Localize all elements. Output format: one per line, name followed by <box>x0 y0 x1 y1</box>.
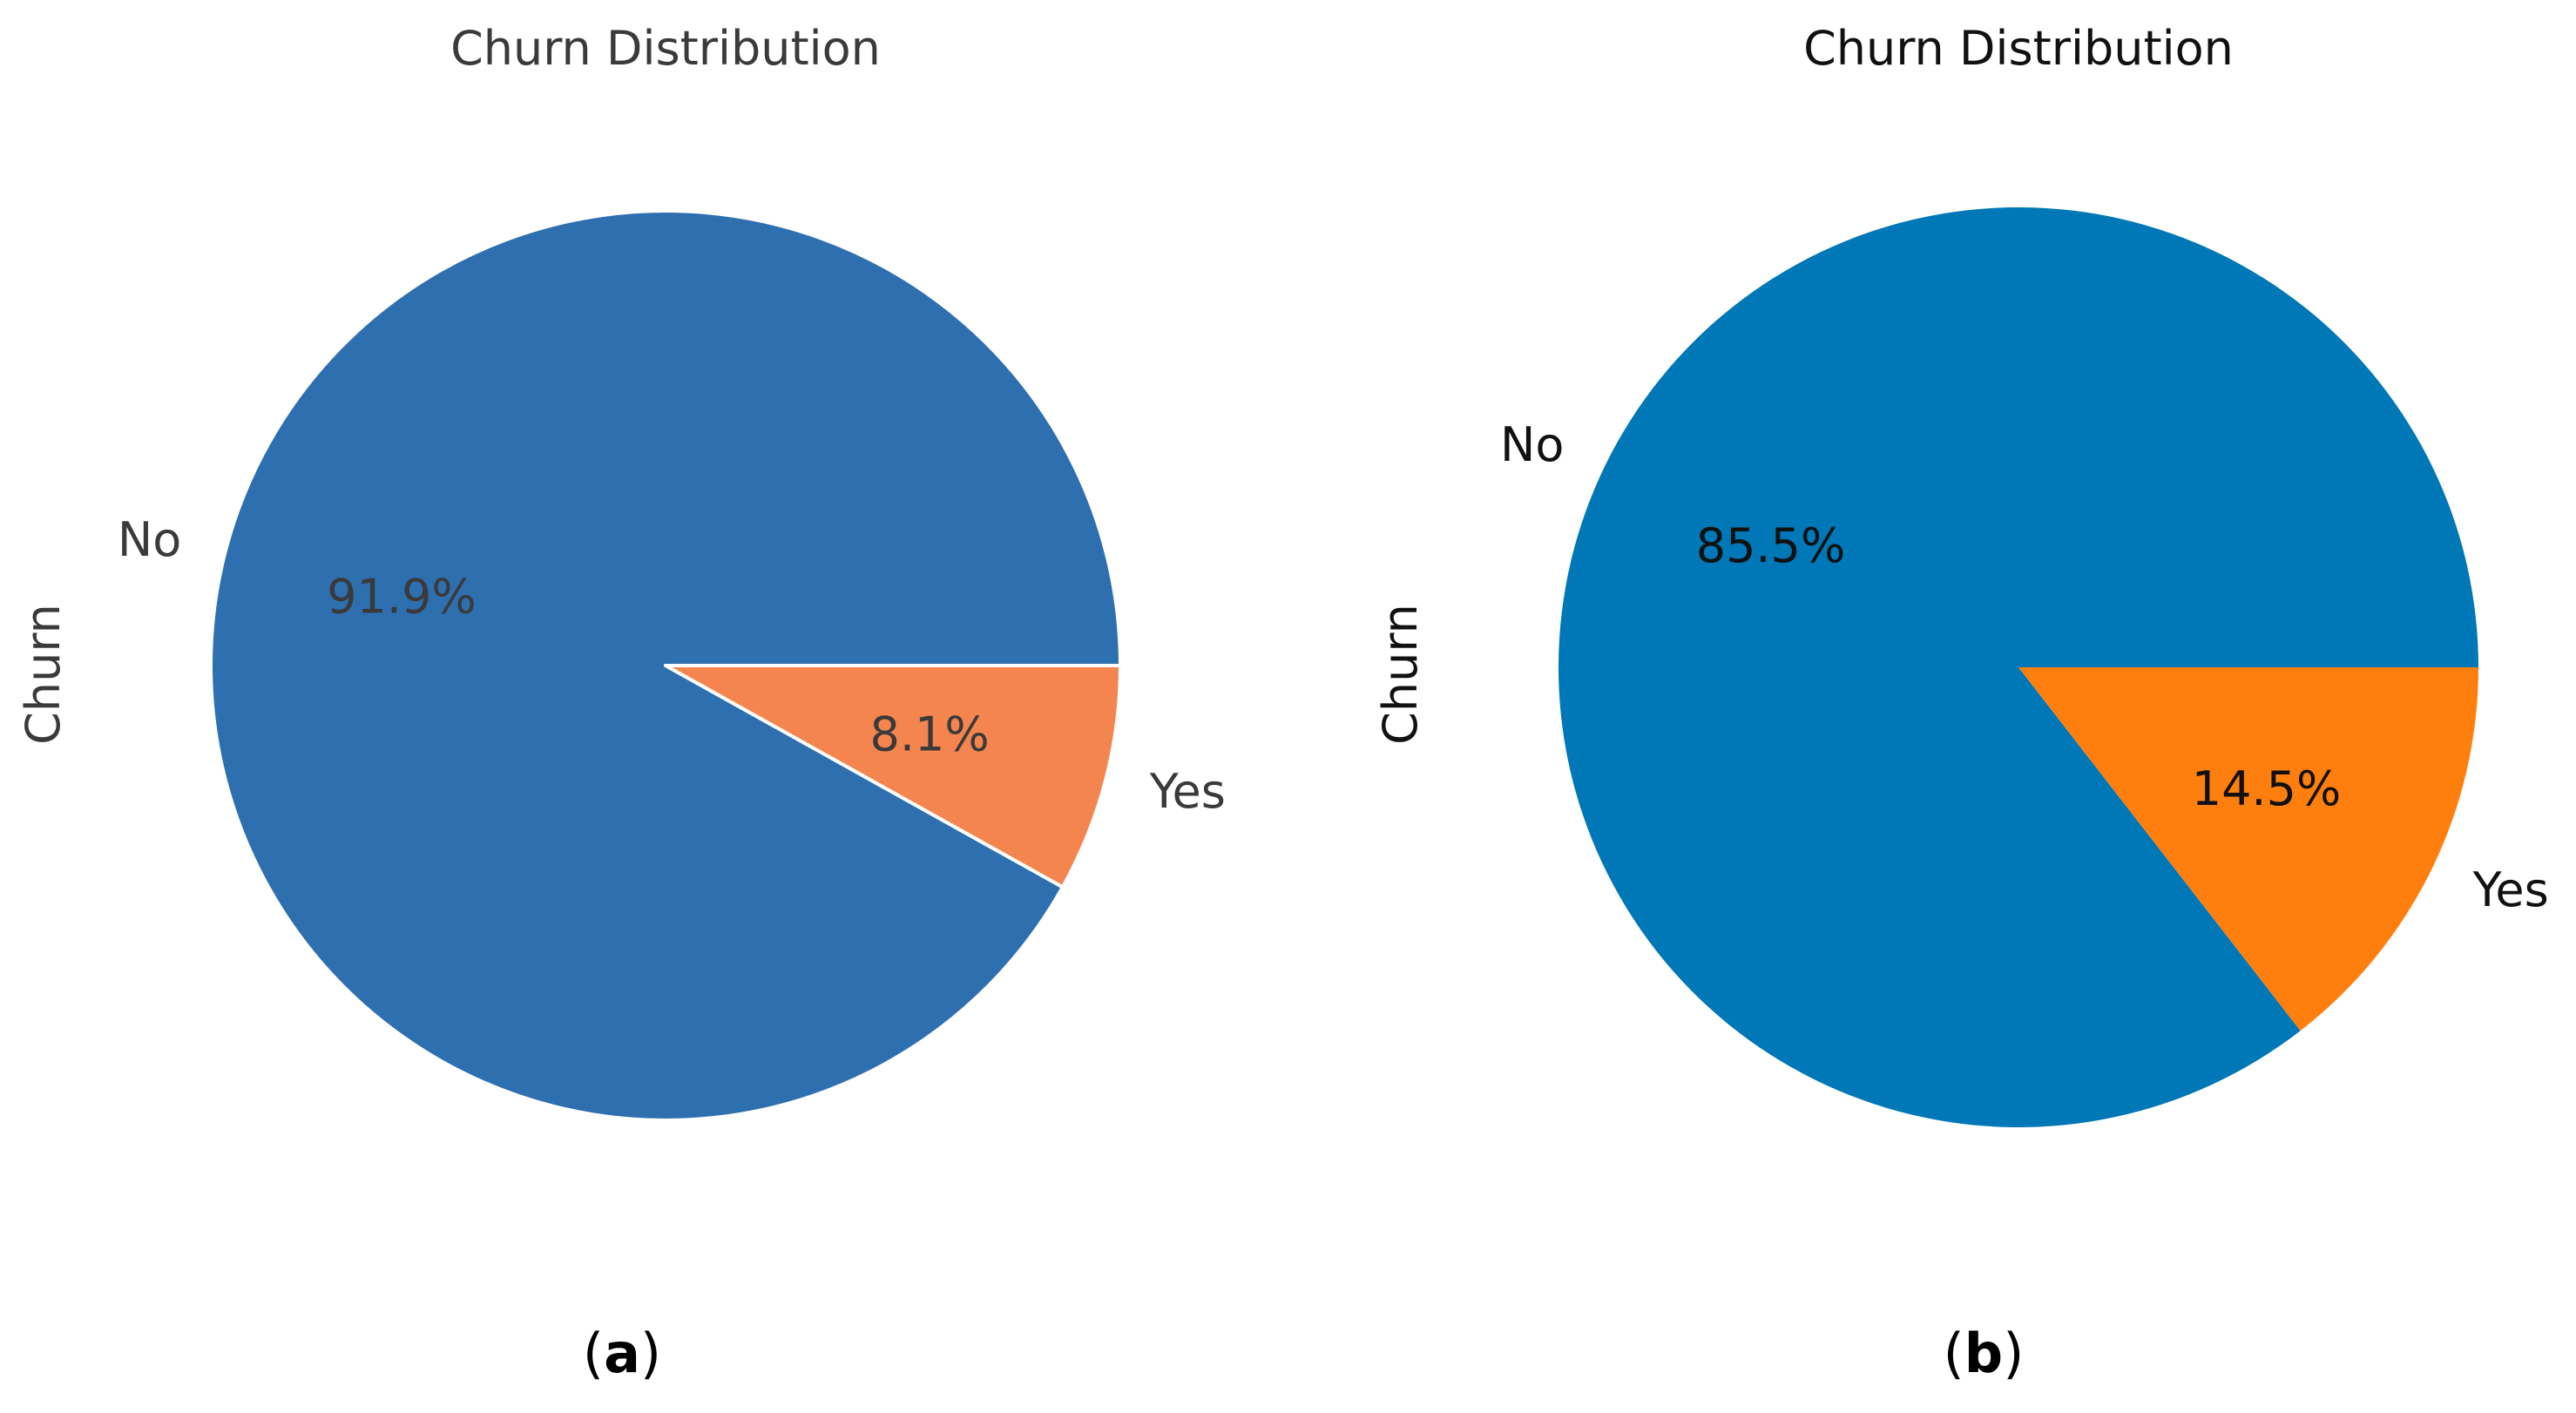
slice-percentage-yes: 14.5% <box>2192 761 2342 816</box>
slice-label-no: No <box>118 512 181 567</box>
pie-panel-b: Churn Distribution Churn No 85.5% Yes 14.5%… <box>1373 21 2549 1385</box>
slice-percentage-yes: 8.1% <box>870 706 990 761</box>
y-axis-label: Churn <box>1373 604 1428 745</box>
chart-title: Churn Distribution <box>450 21 881 76</box>
pie-labels: No 85.5% Yes 14.5% <box>1500 417 2549 917</box>
pie-panel-a: Churn Distribution Churn No91.9%Yes8.1% … <box>16 21 1226 1385</box>
chart-title: Churn Distribution <box>1803 21 2234 76</box>
slice-percentage-no: 91.9% <box>327 570 477 625</box>
panel-caption: (a) <box>583 1322 661 1385</box>
slice-percentage-no: 85.5% <box>1696 518 1846 573</box>
pie-labels: No 91.9% Yes 8.1% <box>118 512 1226 819</box>
pie-slice-no <box>1558 207 2478 1128</box>
pie-slice-yes <box>2018 667 2478 1031</box>
y-axis-label: Churn <box>16 604 71 745</box>
panel-caption-letter: a <box>604 1322 640 1385</box>
pie-slice-yes <box>664 664 1122 889</box>
slice-label-yes: Yes <box>2472 862 2549 917</box>
slice-label-yes: Yes <box>1149 764 1226 819</box>
panel-caption-letter: b <box>1964 1322 2003 1385</box>
pie-slices <box>1558 207 2478 1128</box>
pie-slices <box>209 209 1122 1122</box>
panel-caption: (b) <box>1944 1322 2025 1385</box>
slice-label-no: No <box>1500 417 1564 472</box>
